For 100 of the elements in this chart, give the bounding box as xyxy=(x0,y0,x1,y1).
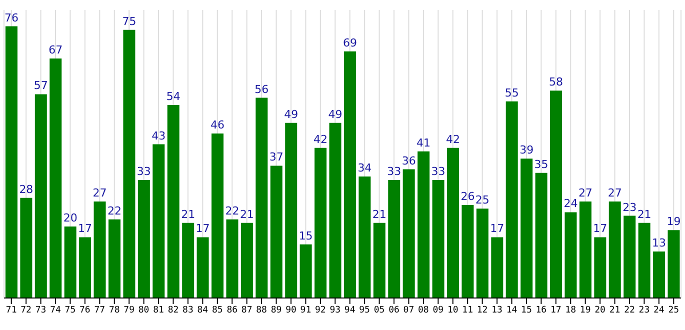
x-tick-label: 88 xyxy=(256,305,267,316)
x-tick-label: 81 xyxy=(153,305,164,316)
data-label: 41 xyxy=(416,136,431,150)
data-label: 26 xyxy=(460,190,475,204)
data-label: 43 xyxy=(152,129,166,142)
x-tick-label: 24 xyxy=(654,305,664,316)
x-tick-label: 84 xyxy=(197,305,208,316)
x-tick-label: 23 xyxy=(638,305,650,316)
x-tick-label: 12 xyxy=(476,305,488,316)
x-tick-label: 25 xyxy=(668,305,680,316)
x-tick-label: 89 xyxy=(270,305,282,316)
data-label: 13 xyxy=(652,236,666,250)
bar xyxy=(196,237,209,298)
data-label: 56 xyxy=(254,82,269,96)
bar xyxy=(108,219,120,298)
data-label: 49 xyxy=(328,108,342,121)
data-label: 75 xyxy=(122,14,136,28)
data-label: 17 xyxy=(593,222,608,236)
x-tick-label: 80 xyxy=(138,305,150,316)
data-label: 28 xyxy=(19,182,34,196)
bar xyxy=(520,158,533,298)
data-label: 17 xyxy=(490,222,504,236)
bar xyxy=(638,222,650,298)
data-label: 69 xyxy=(342,36,357,50)
data-label: 34 xyxy=(358,161,372,174)
bar xyxy=(240,222,253,298)
x-tick-label: 78 xyxy=(108,305,120,316)
bar xyxy=(167,104,180,298)
bar xyxy=(608,201,621,298)
x-tick-label: 20 xyxy=(594,305,606,316)
x-tick-label: 77 xyxy=(94,305,106,316)
x-tick-label: 15 xyxy=(521,305,532,316)
data-label: 76 xyxy=(4,11,18,24)
x-tick-label: 79 xyxy=(124,305,135,316)
data-label: 27 xyxy=(92,186,107,200)
data-label: 21 xyxy=(181,208,196,221)
x-tick-label: 21 xyxy=(609,305,620,316)
data-label: 33 xyxy=(431,165,446,178)
data-label: 36 xyxy=(402,154,416,168)
x-tick-label: 87 xyxy=(241,305,252,316)
x-tick-label: 76 xyxy=(80,305,90,316)
bar xyxy=(285,122,298,298)
bar xyxy=(94,201,106,298)
x-tick-label: 90 xyxy=(286,305,296,316)
x-tick-label: 91 xyxy=(300,305,312,316)
x-tick-label: 18 xyxy=(565,305,576,316)
x-tick-label: 82 xyxy=(168,305,179,316)
bar xyxy=(256,98,268,298)
bar xyxy=(50,58,62,298)
bar xyxy=(402,169,415,298)
bar xyxy=(564,212,577,298)
x-tick-label: 86 xyxy=(226,305,238,316)
bar xyxy=(462,205,474,298)
bar xyxy=(432,180,444,298)
bar xyxy=(79,237,92,298)
x-tick-label: 10 xyxy=(447,305,458,316)
bar xyxy=(506,101,518,298)
data-label: 15 xyxy=(298,229,313,242)
data-label: 58 xyxy=(549,76,564,89)
x-tick-label: 85 xyxy=(212,305,223,316)
data-label: 57 xyxy=(34,79,48,92)
x-tick-label: 06 xyxy=(388,305,400,316)
x-tick-label: 72 xyxy=(20,305,32,316)
x-tick-label: 93 xyxy=(330,305,341,316)
bar xyxy=(344,51,356,298)
bar xyxy=(182,222,194,298)
data-label: 27 xyxy=(578,186,592,200)
data-label: 55 xyxy=(504,86,519,100)
data-label: 39 xyxy=(520,144,534,157)
x-tick-label: 73 xyxy=(35,305,46,316)
data-label: 17 xyxy=(196,222,210,236)
bar xyxy=(579,201,592,298)
data-label: 67 xyxy=(48,43,63,56)
x-tick-label: 75 xyxy=(64,305,76,316)
bar xyxy=(624,216,636,298)
bar xyxy=(138,180,150,298)
x-tick-label: 16 xyxy=(536,305,547,316)
x-tick-label: 08 xyxy=(418,305,429,316)
data-label: 23 xyxy=(622,200,637,214)
x-tick-label: 17 xyxy=(550,305,562,316)
x-tick-label: 83 xyxy=(182,305,194,316)
bar xyxy=(20,198,32,298)
bar xyxy=(491,237,504,298)
bar xyxy=(668,230,680,298)
x-tick-label: 14 xyxy=(506,305,518,316)
x-tick-label: 94 xyxy=(344,305,356,316)
x-tick-label: 09 xyxy=(432,305,444,316)
data-label: 33 xyxy=(387,165,402,178)
bar xyxy=(535,172,548,298)
data-label: 42 xyxy=(446,132,460,146)
x-tick-label: 07 xyxy=(403,305,414,316)
data-label: 20 xyxy=(63,212,78,224)
x-tick-label: 11 xyxy=(462,305,474,316)
x-tick-label: 22 xyxy=(624,305,635,316)
bar xyxy=(418,151,430,298)
bar xyxy=(358,176,371,298)
bar xyxy=(476,208,488,298)
bar xyxy=(34,94,47,298)
x-tick-label: 74 xyxy=(50,305,61,316)
data-label: 27 xyxy=(608,186,622,200)
